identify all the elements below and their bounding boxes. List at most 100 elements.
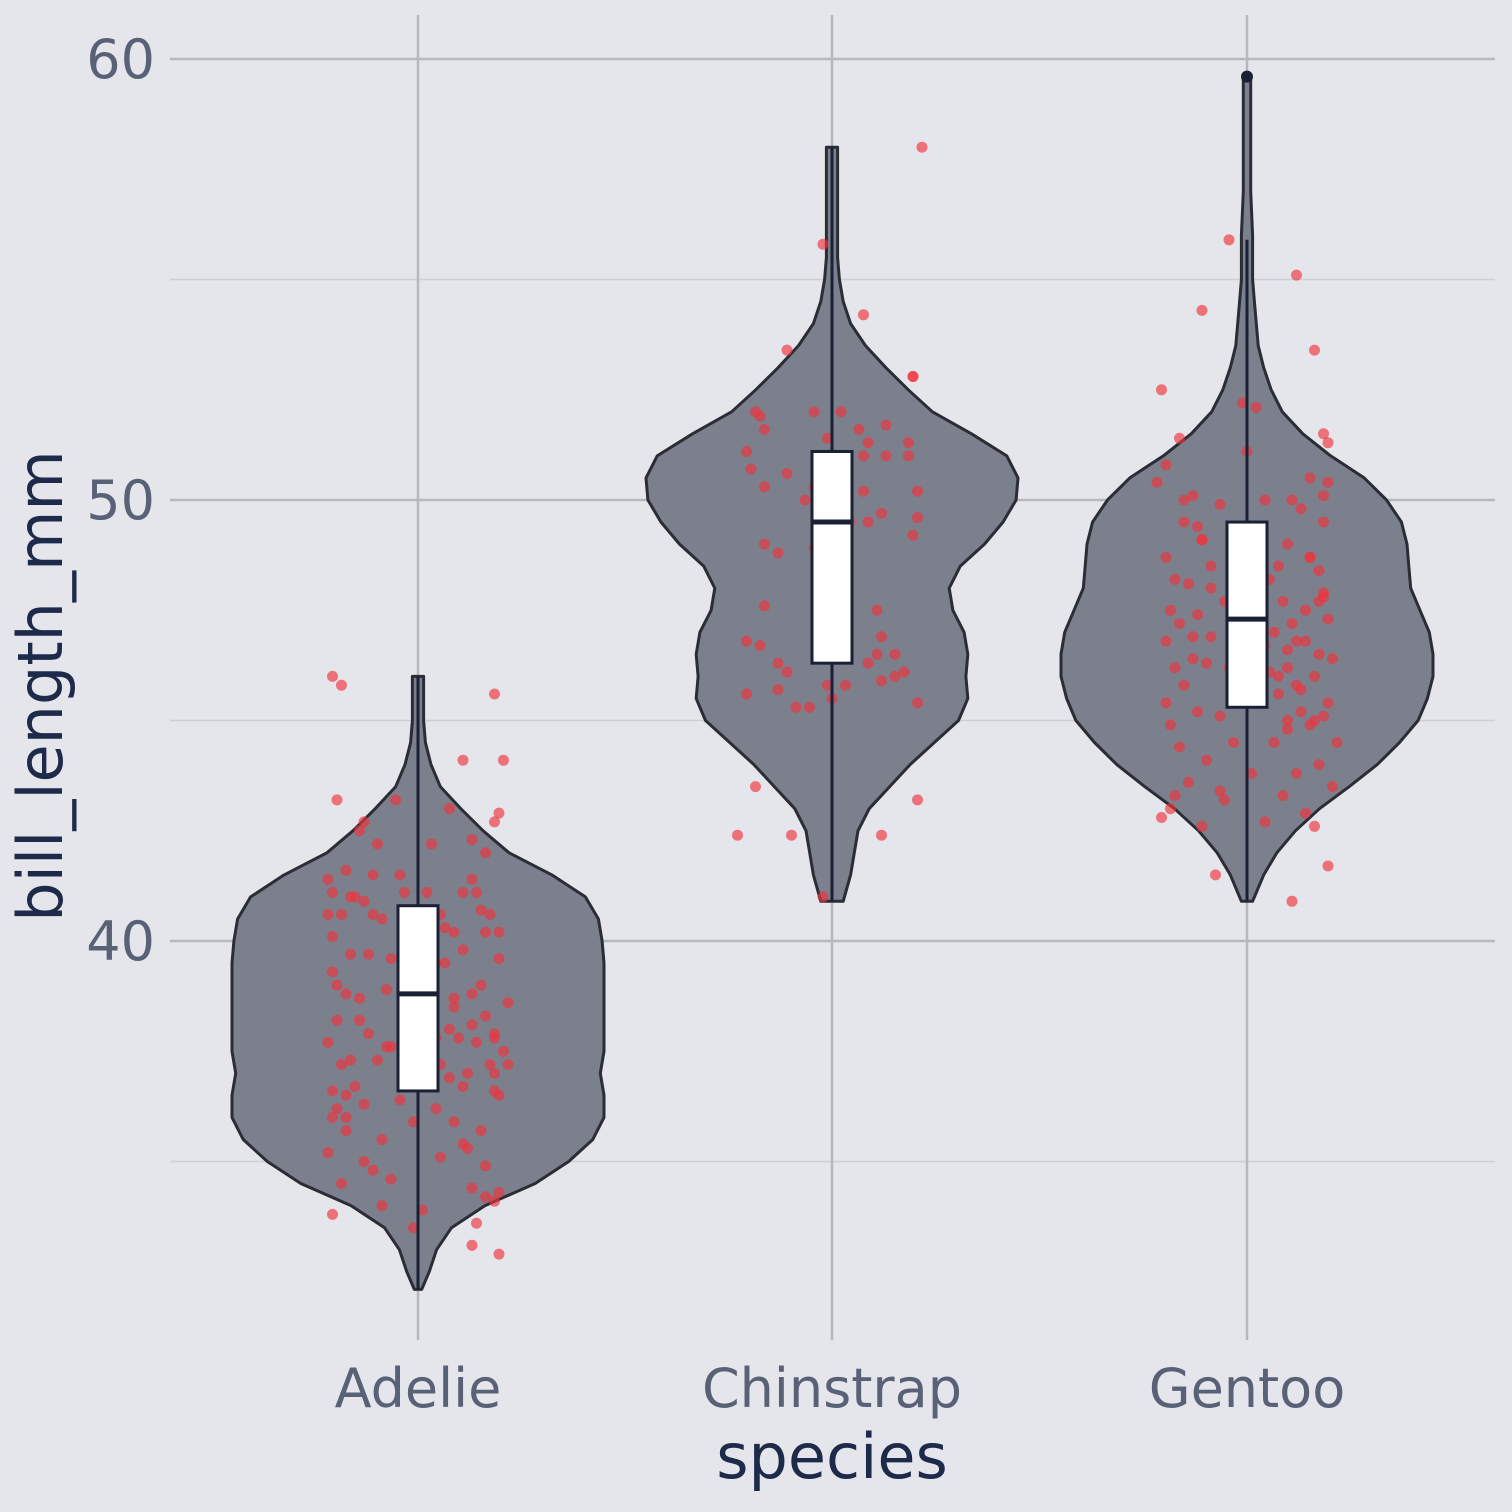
data-point: [484, 1059, 496, 1070]
data-point: [1165, 719, 1176, 731]
data-point: [1322, 613, 1334, 625]
data-point: [1291, 269, 1302, 281]
data-point: [489, 816, 500, 828]
data-point: [1187, 631, 1199, 643]
data-point: [1291, 767, 1302, 779]
data-point: [345, 1054, 356, 1066]
data-point: [408, 1116, 419, 1128]
data-point: [907, 371, 919, 382]
data-point: [381, 1041, 392, 1053]
data-point: [327, 1208, 338, 1220]
data-point: [1196, 304, 1208, 316]
data-point: [876, 829, 887, 841]
data-point: [372, 1054, 383, 1066]
data-point: [1165, 803, 1176, 815]
data-point: [1160, 635, 1172, 647]
data-point: [457, 754, 469, 766]
data-point: [1295, 706, 1307, 718]
data-point: [498, 754, 509, 766]
data-point: [498, 1045, 509, 1057]
data-point: [381, 984, 392, 995]
data-point: [781, 344, 793, 356]
y-tick-label: 60: [86, 28, 155, 91]
data-point: [1327, 653, 1338, 665]
data-point: [331, 1014, 343, 1026]
data-point: [376, 1134, 388, 1145]
data-point: [1318, 587, 1329, 599]
data-point: [493, 1186, 505, 1198]
data-point: [489, 1032, 500, 1044]
data-point: [444, 803, 455, 815]
data-point: [1277, 790, 1289, 801]
data-point: [786, 829, 797, 841]
data-point: [493, 1248, 505, 1260]
data-point: [1268, 737, 1280, 748]
data-point: [502, 997, 514, 1009]
box-chinstrap: [810, 449, 854, 665]
data-point: [340, 1125, 352, 1137]
data-point: [1156, 812, 1167, 823]
data-point: [1259, 816, 1271, 828]
x-axis-title: species: [716, 1420, 948, 1493]
data-point: [1313, 648, 1325, 660]
data-point: [376, 1200, 388, 1212]
data-point: [862, 437, 874, 449]
data-point: [408, 1222, 419, 1234]
data-point: [444, 1023, 455, 1035]
data-point: [1291, 635, 1302, 647]
data-point: [462, 1067, 473, 1079]
data-point: [1237, 397, 1248, 409]
data-point: [435, 1151, 446, 1163]
data-point: [439, 922, 451, 934]
data-point: [457, 1138, 469, 1150]
data-point: [376, 913, 388, 925]
data-point: [858, 485, 869, 497]
data-point: [858, 450, 869, 462]
x-axis-ticks: Adelie Chinstrap Gentoo: [335, 1357, 1346, 1420]
data-point: [1318, 710, 1329, 722]
data-point: [898, 666, 910, 678]
data-point: [367, 1164, 379, 1176]
data-point: [331, 794, 343, 806]
data-point: [1201, 657, 1212, 669]
data-point: [1322, 476, 1334, 488]
data-point: [1318, 490, 1329, 502]
data-point: [1313, 595, 1325, 607]
data-point: [480, 926, 491, 938]
data-point: [1192, 609, 1203, 621]
data-point: [1282, 723, 1293, 735]
data-point: [1174, 741, 1185, 753]
data-point: [354, 992, 365, 1004]
data-point: [903, 450, 914, 462]
data-point: [1192, 706, 1203, 718]
data-point: [327, 1085, 338, 1097]
data-point: [817, 891, 829, 903]
data-point: [876, 507, 887, 519]
data-point: [1219, 794, 1230, 806]
data-point: [880, 450, 892, 462]
data-point: [327, 670, 338, 682]
data-point: [358, 816, 370, 828]
data-point: [1196, 820, 1208, 832]
data-point: [471, 887, 482, 898]
data-point: [916, 141, 928, 153]
data-point: [1205, 582, 1217, 594]
data-point: [1151, 476, 1163, 488]
data-point: [750, 781, 761, 793]
data-point: [907, 529, 919, 541]
data-point: [444, 1072, 455, 1084]
data-point: [889, 648, 901, 660]
data-point: [421, 887, 433, 898]
data-point: [862, 657, 874, 669]
data-point: [912, 697, 923, 709]
data-point: [1300, 635, 1311, 647]
x-tick-label: Adelie: [335, 1357, 502, 1420]
data-point: [871, 604, 883, 616]
data-point: [484, 909, 496, 920]
data-point: [1214, 710, 1226, 722]
x-tick-label: Chinstrap: [702, 1357, 962, 1420]
data-point: [322, 909, 334, 920]
data-point: [804, 701, 815, 713]
data-point: [1174, 432, 1185, 444]
data-point: [790, 701, 802, 713]
